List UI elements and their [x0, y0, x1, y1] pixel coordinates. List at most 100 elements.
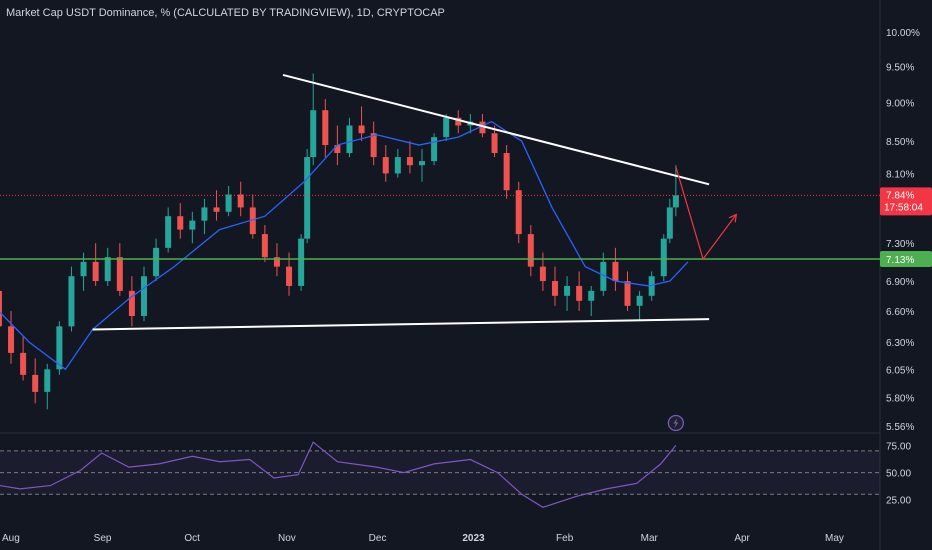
support-line-tag	[880, 251, 932, 268]
candle-body-9	[92, 261, 99, 282]
candle-body-58	[666, 207, 673, 239]
rsi-band-background	[0, 450, 880, 495]
candle-body-56	[648, 276, 655, 296]
candle-series	[0, 73, 679, 410]
candle-body-24	[273, 257, 280, 267]
rsi-tick-label-1: 50.00	[886, 469, 911, 480]
candle-body-16	[177, 216, 184, 230]
price-tick-label-4: 8.10%	[886, 169, 914, 180]
rsi-tick-label-0: 75.00	[886, 441, 911, 452]
time-tick-label-3: Nov	[278, 533, 296, 544]
candle-body-6	[56, 326, 63, 370]
candle-body-23	[261, 234, 268, 258]
price-tick-label-9: 6.05%	[886, 365, 914, 376]
overlay-drawings	[0, 73, 880, 371]
rsi-line	[0, 441, 677, 508]
rsi-tick-label-2: 25.00	[886, 496, 911, 507]
price-axis[interactable]: 10.00% 9.50% 9.00% 8.50% 8.10% 7.30% 6.90% 6.60…	[886, 28, 920, 507]
candle-body-13	[140, 276, 147, 317]
price-tick-label-5: 7.30%	[886, 239, 914, 250]
candle-body-30	[334, 145, 341, 154]
candle-body-51	[588, 290, 595, 301]
candle-body-44	[503, 153, 510, 191]
candle-body-7	[68, 276, 75, 327]
price-tick-label-6: 6.90%	[886, 277, 914, 288]
candle-body-28	[310, 110, 317, 158]
time-tick-label-1: Sep	[94, 533, 112, 544]
candle-body-31	[346, 125, 353, 154]
current-price-value: 7.84%	[886, 190, 914, 201]
support-line-value: 7.13%	[886, 255, 914, 266]
candle-body-14	[153, 247, 160, 277]
candle-body-34	[382, 157, 389, 174]
time-tick-label-6: Feb	[556, 533, 574, 544]
candle-body-15	[165, 216, 172, 248]
candle-body-1	[0, 290, 2, 327]
time-axis[interactable]: Aug Sep Oct Nov Dec 2023 Feb Mar Apr May	[2, 533, 844, 544]
rsi-pane	[0, 441, 677, 508]
candle-body-48	[551, 281, 558, 296]
lightning-icon-bolt	[673, 418, 679, 428]
candle-body-25	[286, 266, 293, 286]
candle-body-57	[660, 238, 667, 277]
price-tick-label-1: 9.50%	[886, 62, 914, 73]
time-tick-label-5: 2023	[462, 533, 485, 544]
trendline-upper	[282, 73, 710, 186]
projection-arrowhead	[728, 213, 738, 223]
candle-body-17	[189, 220, 196, 230]
price-tags: 7.84%17:58:04 7.13%	[880, 187, 932, 268]
candle-body-20	[225, 194, 232, 212]
candle-body-32	[358, 125, 365, 134]
candle-body-43	[491, 133, 498, 154]
moving-average-line	[0, 120, 689, 371]
candle-body-22	[249, 207, 256, 235]
price-tick-label-11: 5.56%	[886, 422, 914, 433]
current-price-countdown: 17:58:04	[884, 202, 923, 213]
trendline-lower	[92, 318, 710, 331]
candle-body-55	[636, 295, 643, 306]
candle-body-35	[394, 157, 401, 174]
time-tick-label-8: Apr	[734, 533, 750, 544]
candle-body-42	[479, 121, 486, 134]
time-tick-label-0: Aug	[2, 533, 20, 544]
price-tick-label-8: 6.30%	[886, 338, 914, 349]
candle-body-52	[600, 261, 607, 291]
candle-body-50	[576, 285, 583, 301]
candle-body-38	[431, 137, 438, 162]
candle-body-3	[20, 352, 27, 375]
candle-body-36	[406, 157, 413, 166]
lightning-icon[interactable]	[667, 414, 685, 432]
candle-body-27	[304, 157, 311, 239]
candle-body-2	[8, 326, 15, 353]
candle-body-53	[612, 261, 619, 282]
candle-body-12	[128, 290, 135, 317]
candle-body-26	[298, 238, 305, 286]
candle-body-54	[624, 281, 631, 306]
price-tick-label-2: 9.00%	[886, 99, 914, 110]
candle-body-21	[237, 194, 244, 208]
time-tick-label-4: Dec	[369, 533, 387, 544]
candle-body-19	[213, 207, 220, 212]
chart-title: Market Cap USDT Dominance, % (CALCULATED…	[6, 7, 445, 19]
current-price-tag	[880, 187, 932, 216]
candle-body-39	[443, 117, 450, 138]
candle-body-11	[116, 257, 123, 291]
candle-body-47	[539, 266, 546, 282]
price-tick-label-7: 6.60%	[886, 307, 914, 318]
candle-body-5	[44, 369, 51, 392]
price-tick-label-3: 8.50%	[886, 137, 914, 148]
candle-body-4	[32, 374, 39, 392]
time-tick-label-7: Mar	[641, 533, 659, 544]
candle-body-37	[419, 161, 426, 166]
time-tick-label-2: Oct	[184, 533, 200, 544]
candle-body-40	[455, 117, 462, 126]
rsi-band-fill	[0, 450, 880, 495]
candle-body-8	[80, 261, 87, 277]
candle-body-46	[527, 234, 534, 267]
candle-body-29	[322, 110, 329, 146]
price-tick-label-10: 5.80%	[886, 394, 914, 405]
candle-body-45	[515, 190, 522, 235]
candle-body-33	[370, 133, 377, 158]
candle-body-49	[564, 285, 571, 296]
